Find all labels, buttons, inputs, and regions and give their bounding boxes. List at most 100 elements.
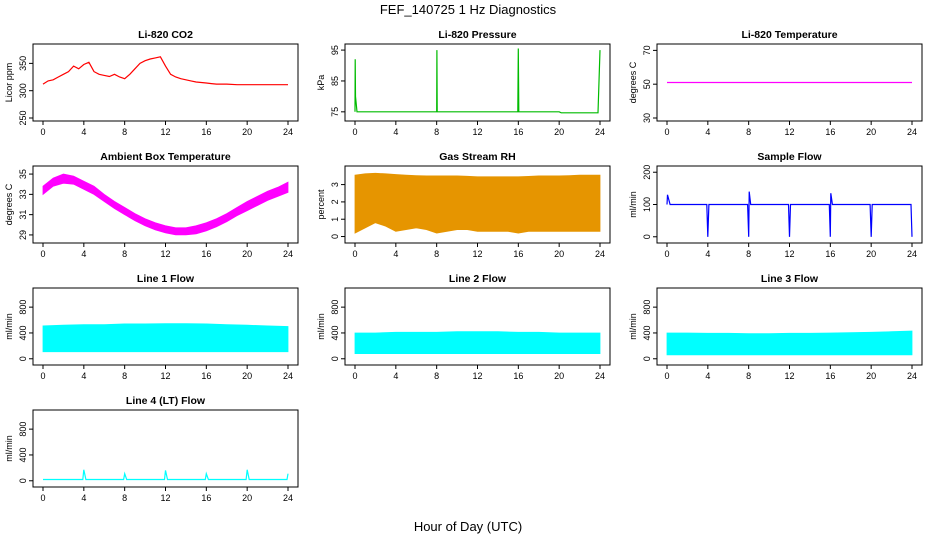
y-tick-label: 250: [18, 110, 28, 125]
x-tick-label: 12: [160, 249, 170, 259]
x-tick-label: 12: [160, 493, 170, 503]
series-band: [42, 173, 289, 236]
x-tick-label: 12: [472, 249, 482, 259]
x-tick-label: 4: [705, 127, 710, 137]
panel-8: Line 3 Flow 0 4 8 12 16 20 24 0 400 800 ml/min: [628, 273, 923, 381]
x-tick-label: 0: [664, 371, 669, 381]
panel-5: Sample Flow 0 4 8 12 16 20 24 0 100 200 ml/min: [628, 151, 923, 259]
y-tick-label: 3: [330, 182, 340, 187]
panel-0: Li-820 CO2 0 4 8 12 16 20 24 250 300 350 Licor ppm: [4, 29, 299, 137]
x-tick-label: 8: [434, 371, 439, 381]
x-tick-label: 12: [160, 127, 170, 137]
x-tick-label: 16: [513, 127, 523, 137]
panel-7: Line 2 Flow 0 4 8 12 16 20 24 0 400 800 ml/min: [316, 273, 611, 381]
x-tick-label: 8: [122, 249, 127, 259]
x-tick-label: 4: [81, 371, 86, 381]
x-tick-label: 8: [434, 127, 439, 137]
x-tick-label: 8: [746, 371, 751, 381]
x-tick-label: 24: [283, 371, 293, 381]
x-tick-label: 0: [40, 249, 45, 259]
y-tick-label: 0: [642, 234, 652, 239]
x-tick-label: 0: [352, 249, 357, 259]
y-tick-label: 0: [330, 356, 340, 361]
x-tick-label: 20: [866, 249, 876, 259]
x-tick-label: 4: [81, 249, 86, 259]
x-tick-label: 12: [784, 249, 794, 259]
y-tick-label: 85: [330, 76, 340, 86]
y-tick-label: 400: [642, 325, 652, 340]
panel-title: Line 2 Flow: [449, 273, 507, 285]
x-tick-label: 8: [746, 127, 751, 137]
x-tick-label: 4: [393, 127, 398, 137]
x-tick-label: 16: [201, 249, 211, 259]
y-tick-label: 0: [18, 356, 28, 361]
y-axis-label: degrees C: [4, 183, 14, 225]
y-tick-label: 95: [330, 45, 340, 55]
y-tick-label: 100: [642, 197, 652, 212]
x-tick-label: 8: [122, 493, 127, 503]
series-line: [42, 56, 288, 86]
panel-title: Gas Stream RH: [439, 151, 515, 163]
y-axis-label: kPa: [316, 75, 326, 91]
panel-2: Li-820 Temperature 0 4 8 12 16 20 24 30 50 70 degre…: [628, 29, 923, 137]
x-tick-label: 24: [907, 127, 917, 137]
x-tick-label: 12: [160, 371, 170, 381]
y-tick-label: 350: [18, 56, 28, 71]
x-tick-label: 12: [472, 371, 482, 381]
figure-xlabel: Hour of Day (UTC): [414, 519, 522, 534]
y-tick-label: 400: [330, 325, 340, 340]
x-tick-label: 8: [746, 249, 751, 259]
panel-title: Li-820 Pressure: [438, 29, 516, 41]
series-line: [43, 469, 289, 481]
x-tick-label: 16: [513, 371, 523, 381]
panel-title: Line 3 Flow: [761, 273, 819, 285]
x-tick-label: 20: [242, 127, 252, 137]
plot-frame: [32, 43, 299, 122]
y-axis-label: percent: [316, 189, 326, 220]
x-tick-label: 20: [242, 493, 252, 503]
y-tick-label: 35: [18, 169, 28, 179]
y-tick-label: 200: [642, 165, 652, 180]
x-tick-label: 0: [40, 371, 45, 381]
x-tick-label: 0: [352, 127, 357, 137]
panel-title: Li-820 CO2: [138, 29, 193, 41]
x-tick-label: 16: [201, 493, 211, 503]
x-tick-label: 4: [705, 249, 710, 259]
series-line: [666, 191, 913, 237]
figure-title: FEF_140725 1 Hz Diagnostics: [380, 2, 557, 17]
y-tick-label: 300: [18, 83, 28, 98]
x-tick-label: 20: [554, 371, 564, 381]
y-tick-label: 800: [18, 300, 28, 315]
x-tick-label: 4: [81, 493, 86, 503]
y-tick-label: 29: [18, 230, 28, 240]
x-tick-label: 4: [705, 371, 710, 381]
x-tick-label: 24: [907, 371, 917, 381]
y-tick-label: 400: [18, 447, 28, 462]
panel-9: Line 4 (LT) Flow 0 4 8 12 16 20 24 0 400 800 ml/min: [4, 395, 299, 503]
x-tick-label: 24: [595, 127, 605, 137]
x-tick-label: 24: [283, 127, 293, 137]
panel-title: Sample Flow: [757, 151, 822, 163]
y-tick-label: 33: [18, 189, 28, 199]
x-tick-label: 0: [40, 493, 45, 503]
x-tick-label: 20: [554, 127, 564, 137]
y-axis-label: ml/min: [316, 313, 326, 340]
series-band: [666, 330, 913, 356]
panel-title: Li-820 Temperature: [741, 29, 837, 41]
plot-frame: [344, 43, 611, 122]
x-tick-label: 12: [472, 127, 482, 137]
x-tick-label: 24: [595, 249, 605, 259]
x-tick-label: 0: [664, 249, 669, 259]
y-tick-label: 800: [18, 422, 28, 437]
panel-title: Line 1 Flow: [137, 273, 195, 285]
x-tick-label: 12: [784, 371, 794, 381]
y-tick-label: 31: [18, 210, 28, 220]
x-tick-label: 0: [664, 127, 669, 137]
y-axis-label: degrees C: [628, 61, 638, 103]
y-tick-label: 0: [642, 356, 652, 361]
x-tick-label: 0: [352, 371, 357, 381]
y-axis-label: ml/min: [4, 435, 14, 462]
x-tick-label: 24: [595, 371, 605, 381]
x-tick-label: 4: [393, 371, 398, 381]
